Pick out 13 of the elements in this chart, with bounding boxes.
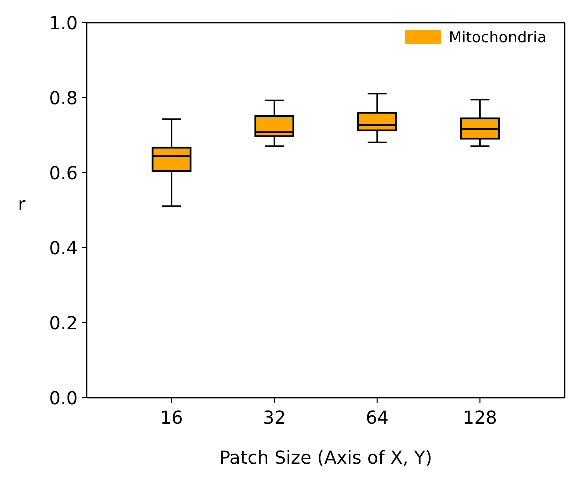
y-tick-label: 0.0 (49, 388, 78, 410)
y-tick-label: 0.2 (49, 313, 78, 334)
x-tick-label: 64 (366, 408, 389, 429)
y-tick-label: 0.4 (49, 238, 78, 260)
legend-label: Mitochondria (449, 28, 547, 46)
x-tick-label: 128 (463, 408, 498, 429)
y-tick-label: 0.8 (49, 88, 78, 110)
y-tick-label: 0.6 (49, 163, 78, 184)
y-tick-label: 1.0 (49, 13, 78, 34)
x-tick-label: 32 (263, 408, 286, 429)
x-tick-label: 16 (160, 408, 184, 429)
y-axis-title: r (18, 194, 26, 216)
x-axis-title: Patch Size (Axis of X, Y) (220, 448, 432, 469)
